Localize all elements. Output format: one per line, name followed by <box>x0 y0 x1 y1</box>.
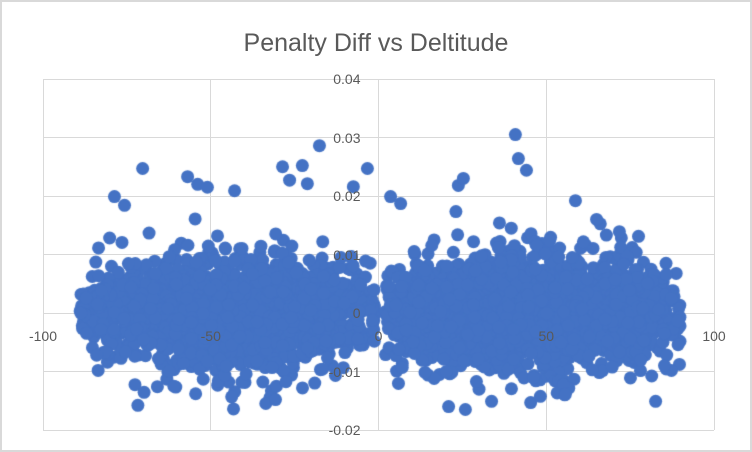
x-axis-tick-label: -100 <box>28 328 58 344</box>
y-axis-tick-label: 0.01 <box>333 246 361 263</box>
y-axis-tick-label: -0.02 <box>328 422 361 438</box>
y-axis-tick-label: 0.02 <box>333 188 361 204</box>
y-axis-tick-label: -0.01 <box>328 363 361 380</box>
scatter-points-canvas <box>43 79 714 430</box>
y-axis-tick-label: 0 <box>352 305 361 321</box>
x-axis-tick-label: 100 <box>702 328 726 344</box>
chart-title: Penalty Diff vs Deltitude <box>243 29 509 57</box>
y-axis-tick-label: 0.03 <box>333 129 361 146</box>
x-axis-tick-label: 0 <box>374 328 383 344</box>
x-axis-tick-label: 50 <box>538 328 555 344</box>
vertical-gridline <box>713 79 715 430</box>
y-axis-tick-label: 0.04 <box>333 71 361 87</box>
horizontal-gridline <box>43 429 714 431</box>
x-axis-tick-label: -50 <box>200 328 221 344</box>
plot-area: -100 -50 0 50 100 0.04 0.03 0.02 0.01 0 -0.01 -0.02 <box>29 71 726 438</box>
